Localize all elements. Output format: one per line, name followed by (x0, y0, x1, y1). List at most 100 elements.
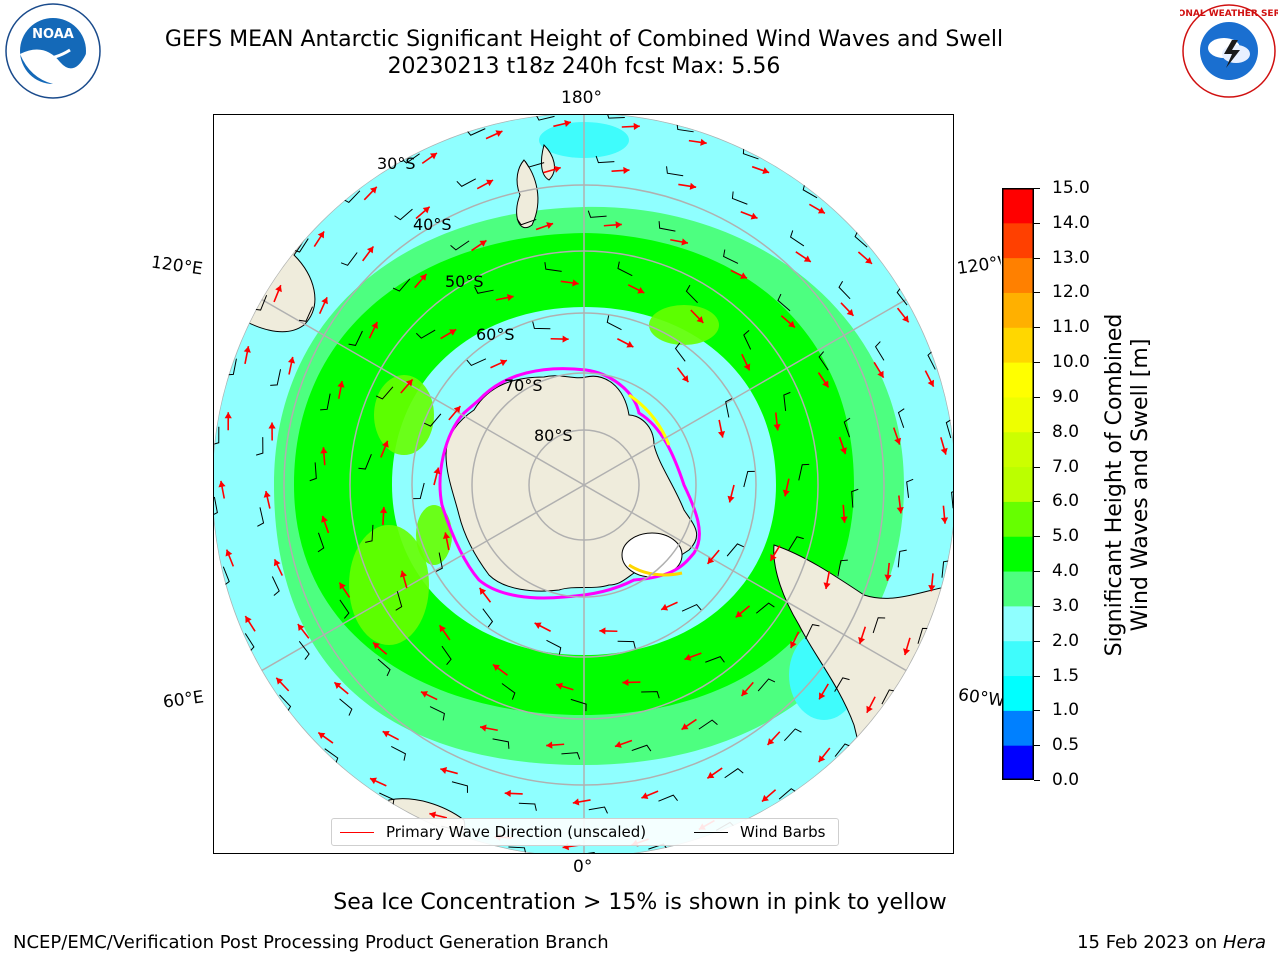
colorbar-tick-label: 13.0 (1052, 247, 1090, 268)
wind-barb (789, 230, 805, 247)
wave-direction-arrowhead (422, 206, 430, 214)
wave-direction-arrowhead (420, 691, 428, 698)
wind-barb (441, 645, 452, 665)
wind-barb (838, 280, 851, 300)
wind-barb (516, 218, 537, 226)
wind-barb (818, 351, 829, 371)
wave-direction-arrowhead (681, 238, 688, 246)
wave-direction-arrowhead (224, 412, 232, 419)
wind-barb (595, 155, 615, 164)
map-legend: Primary Wave Direction (unscaled) Wind B… (331, 818, 839, 846)
wind-barb (365, 524, 374, 543)
wind-barb (805, 624, 820, 640)
wind-barb (392, 278, 411, 292)
wave-direction-arrowhead (681, 723, 689, 730)
wind-barb (685, 284, 698, 304)
wind-barb (743, 470, 755, 488)
wave-direction-arrowhead (641, 792, 649, 800)
wave-direction-arrowhead (903, 648, 911, 656)
wave-direction-arrowhead (743, 363, 751, 371)
wave-direction-arrowhead (546, 222, 554, 229)
wind-barb (524, 160, 545, 168)
wind-barb (270, 369, 282, 386)
wave-direction-arrowhead (840, 447, 847, 455)
wind-barb (723, 249, 739, 264)
wave-direction-arrowhead (623, 166, 630, 175)
wind-barb (348, 330, 363, 346)
legend-item-wind-barbs: Wind Barbs (694, 823, 825, 841)
wind-barb (874, 341, 885, 361)
colorbar-tick-label: 15.0 (1052, 178, 1090, 198)
wave-direction-arrowhead (840, 516, 848, 523)
wind-barb (450, 240, 470, 251)
colorbar-ticks: 15.0 14.0 13.0 12.0 11.0 10.0 9.0 8.0 7.0 6.0 5.0 4… (1034, 178, 1114, 790)
colorbar-frame (1002, 188, 1034, 780)
colorbar-swatch (1002, 362, 1034, 398)
wind-barb (309, 462, 317, 482)
wave-direction-arrowhead (321, 515, 328, 523)
wind-barb (725, 398, 733, 418)
colorbar-tick (1034, 188, 1040, 189)
wave-direction-arrowhead (337, 381, 345, 388)
wave-direction-arrowhead (297, 624, 305, 632)
wave-direction-arrowhead (534, 622, 542, 629)
colorbar-tick-label: 1.0 (1052, 700, 1080, 721)
footer-credit: NCEP/EMC/Verification Post Processing Pr… (13, 932, 609, 953)
legend-label-wind-barbs: Wind Barbs (740, 823, 826, 841)
colorbar-swatch (1002, 396, 1034, 433)
colorbar-swatch (1002, 501, 1034, 537)
colorbar-tick-label: 5.0 (1052, 526, 1080, 547)
wave-direction-arrowhead (439, 625, 446, 633)
colorbar-tick (1034, 292, 1040, 294)
wave-direction-arrowhead (735, 610, 743, 618)
wind-barb (317, 532, 325, 553)
wave-direction-arrowhead (334, 682, 342, 689)
colorbar-tick (1034, 605, 1040, 607)
wind-barb (214, 496, 218, 517)
lat-label-80s: 80°S (534, 426, 573, 445)
wave-direction-arrowhead (866, 705, 873, 713)
wave-direction-arrowhead (480, 724, 487, 732)
wave-direction-arrowhead (884, 574, 892, 581)
lon-label-lower-left: 60°E (161, 687, 206, 713)
wind-barb (631, 744, 652, 752)
wind-barb (658, 221, 676, 232)
colorbar-tick (1034, 466, 1040, 468)
footer-machine: Hera (1222, 932, 1266, 953)
wave-direction-arrowhead (761, 794, 769, 802)
colorbar-swatch (1002, 222, 1034, 259)
legend-line-black (694, 831, 728, 833)
colorbar-tick (1034, 222, 1040, 224)
lon-label-bottom: 0° (573, 857, 593, 877)
colorbar (1002, 188, 1034, 780)
lon-label-top: 180° (561, 88, 602, 108)
wave-direction-arrowhead (615, 221, 622, 229)
wave-direction-arrowhead (442, 532, 451, 540)
wave-direction-arrowhead (275, 285, 282, 293)
wave-direction-arrowhead (321, 297, 328, 305)
wind-barb (377, 658, 391, 677)
colorbar-swatch (1002, 257, 1034, 293)
colorbar-tick (1034, 431, 1040, 433)
wave-direction-arrowhead (902, 315, 909, 323)
wind-barb (391, 745, 407, 761)
wave-direction-arrowhead (276, 677, 284, 685)
colorbar-tick-label: 0.5 (1052, 735, 1080, 756)
wind-barb (482, 608, 494, 628)
wave-direction-arrowhead (320, 447, 328, 454)
colorbar-tick-label: 7.0 (1052, 456, 1080, 477)
colorbar-tick (1034, 745, 1040, 747)
wave-direction-arrowhead (507, 294, 514, 302)
wind-barb (617, 261, 633, 277)
wind-barb (532, 321, 551, 330)
wave-direction-arrowhead (762, 167, 770, 175)
wave-direction-arrowhead (449, 329, 457, 336)
legend-item-wave-direction: Primary Wave Direction (unscaled) (340, 823, 646, 841)
colorbar-tick (1034, 362, 1040, 364)
colorbar-tick-label: 0.0 (1052, 770, 1080, 790)
polar-map: 30°S 40°S 50°S 60°S 70°S 80°S (214, 115, 953, 853)
wind-barb (731, 191, 748, 205)
wind-barb (658, 794, 678, 802)
wind-barb (578, 851, 598, 853)
wave-direction-arrowhead (803, 255, 811, 262)
